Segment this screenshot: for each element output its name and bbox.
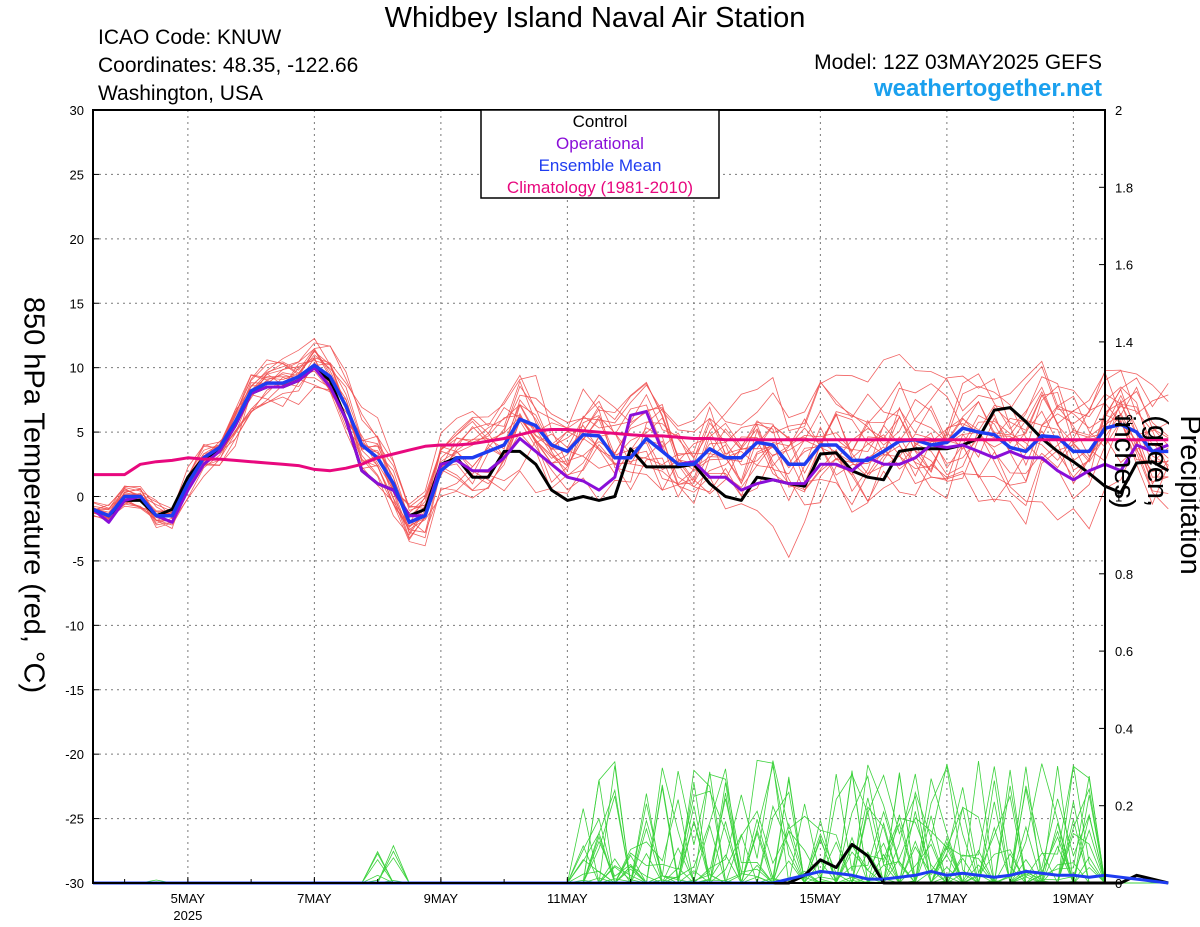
x-axis-ticks: 5MAY 2025 7MAY 9MAY 11MAY 13MAY 15MAY 17MAY 19MA…	[124, 877, 1095, 923]
legend-entry: Operational	[556, 134, 644, 153]
tick-label-x: 7MAY	[297, 891, 332, 906]
right-axis-ticks: 2 1.8 1.6 1.4 1.2 1 0.8 0.6 0.4 0.2 0	[1099, 103, 1133, 891]
tick-label-left: -25	[65, 812, 84, 827]
tick-label-right: 1.6	[1115, 258, 1133, 273]
tick-label-left: -15	[65, 683, 84, 698]
tick-label-left: 20	[70, 232, 84, 247]
tick-label-right: 2	[1115, 103, 1122, 118]
tick-label-x: 11MAY	[547, 891, 588, 906]
legend: Control Operational Ensemble Mean Climatolo…	[480, 109, 720, 199]
icao-code: ICAO Code: KNUW	[98, 26, 282, 49]
tick-label-right: 0	[1115, 876, 1122, 891]
tick-label-right: 1	[1115, 490, 1122, 505]
tick-label-x: 19MAY	[1053, 891, 1095, 906]
temperature-member-line	[92, 361, 1169, 528]
tick-label-left: -10	[65, 618, 84, 633]
tick-label-left: -20	[65, 747, 84, 762]
tick-label-left: 15	[70, 296, 84, 311]
ensemble-mean-temperature-line	[92, 363, 1169, 525]
location: Washington, USA	[98, 82, 263, 105]
tick-label-x-year: 2025	[173, 908, 202, 923]
page-title: Whidbey Island Naval Air Station	[384, 2, 806, 34]
y-axis-label-left: 850 hPa Temperature (red, °C)	[17, 296, 50, 694]
tick-label-right: 0.6	[1115, 644, 1133, 659]
tick-label-x: 5MAY	[171, 891, 206, 906]
tick-label-left: 25	[70, 167, 84, 182]
tick-label-x: 15MAY	[800, 891, 842, 906]
coordinates: Coordinates: 48.35, -122.66	[98, 54, 359, 77]
legend-entry: Ensemble Mean	[539, 156, 662, 175]
legend-box	[480, 109, 720, 199]
site-link[interactable]: weathertogether.net	[873, 75, 1102, 102]
temperature-member-line	[92, 358, 1169, 522]
temperature-member-line	[92, 364, 1169, 533]
tick-label-right: 1.8	[1115, 180, 1133, 195]
tick-label-left: -5	[72, 554, 84, 569]
temperature-member-line	[92, 345, 1169, 518]
tick-label-x: 13MAY	[673, 891, 715, 906]
model-run: Model: 12Z 03MAY2025 GEFS	[814, 51, 1102, 74]
operational-temperature-line	[92, 366, 1169, 524]
legend-entry: Climatology (1981-2010)	[507, 178, 693, 197]
temperature-member-line	[92, 386, 1169, 541]
tick-label-right: 0.8	[1115, 567, 1133, 582]
left-axis-ticks: 30 25 20 15 10 5 0 -5 -10 -15 -20 -25 -30	[65, 103, 99, 891]
temperature-member-line	[92, 348, 1169, 547]
temperature-member-line	[92, 370, 1169, 529]
y-axis-label-right: 6-hour Precipitation (green, inches)	[1108, 415, 1200, 575]
tick-label-left: 0	[77, 490, 84, 505]
tick-label-right: 0.4	[1115, 721, 1133, 736]
tick-label-right: 1.4	[1115, 335, 1133, 350]
tick-label-left: -30	[65, 876, 84, 891]
tick-label-left: 5	[77, 425, 84, 440]
tick-label-x: 17MAY	[926, 891, 968, 906]
tick-label-right: 1.2	[1115, 412, 1133, 427]
climatology-1981-2010-temperature-line	[93, 428, 1169, 477]
tick-label-left: 30	[70, 103, 84, 118]
legend-entry: Control	[573, 112, 628, 131]
tick-label-right: 0.2	[1115, 799, 1133, 814]
tick-label-left: 10	[70, 361, 84, 376]
tick-label-x: 9MAY	[424, 891, 459, 906]
